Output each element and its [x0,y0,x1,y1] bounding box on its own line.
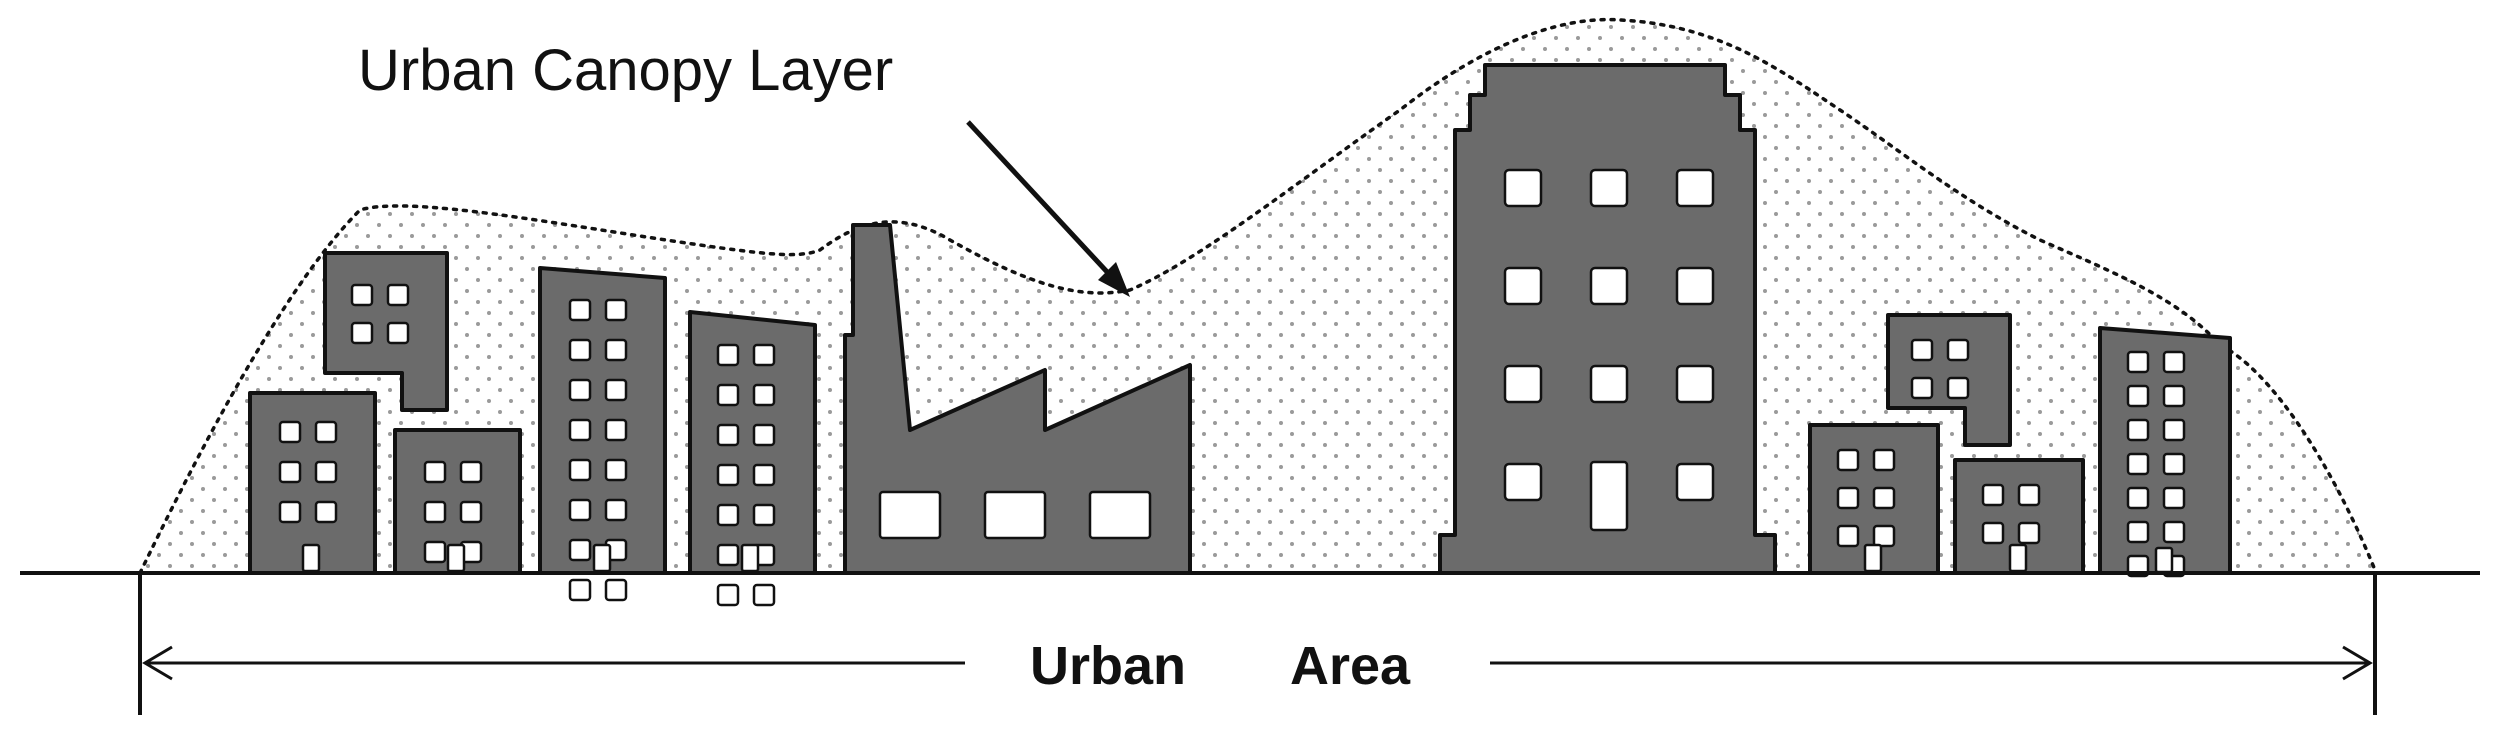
area-label-word-2: Area [1290,636,1411,696]
canopy-pointer-arrow [966,120,1130,297]
building-tall-3 [538,266,667,602]
area-label-word-1: Urban [1030,636,1186,696]
factory [843,223,1192,575]
building-lower-right-2 [1953,458,2085,575]
building-tall-right [2098,326,2232,578]
building-notched-upper-left [323,251,449,412]
tall-tower [1438,63,1777,575]
building-lower-left [248,391,377,575]
canopy-label: Urban Canopy Layer [358,38,893,103]
building-tall-4 [688,310,817,607]
area-arrow-right [1490,645,2373,681]
building-notched-upper-right [1886,313,2012,447]
building-short-2 [393,428,522,575]
area-arrow-left [142,645,965,681]
building-lower-right-1 [1808,423,1940,575]
